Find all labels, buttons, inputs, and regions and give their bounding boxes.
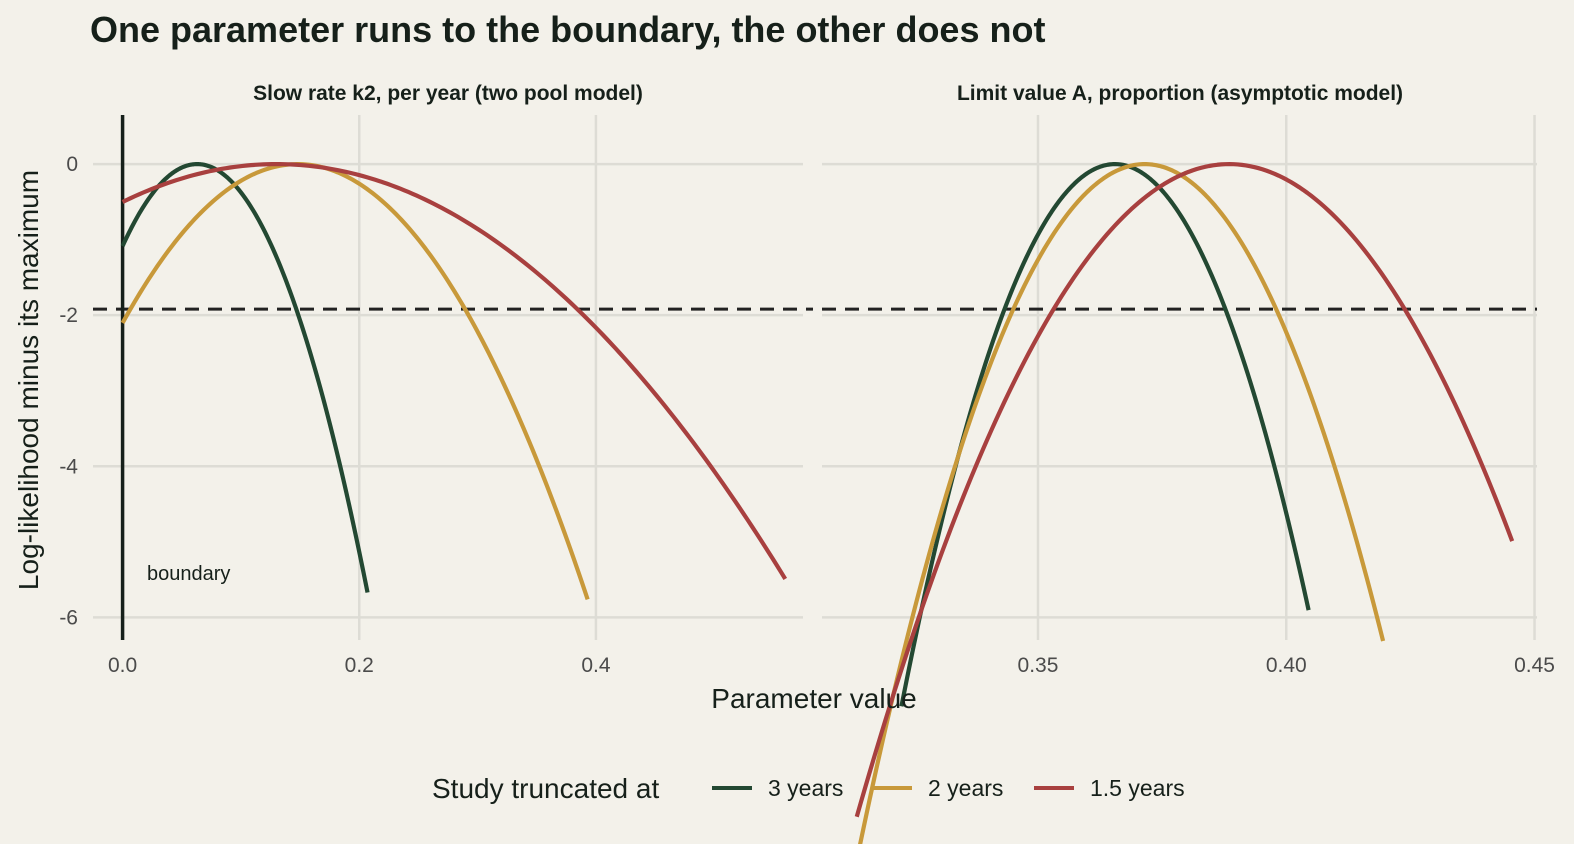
legend-title: Study truncated at — [432, 773, 659, 804]
panel-title-limit-value: Limit value A, proportion (asymptotic mo… — [957, 82, 1403, 105]
y-axis-title: Log-likelihood minus its maximum — [13, 170, 44, 590]
series-line-2-years — [120, 162, 590, 601]
legend-label-2-years: 2 years — [928, 775, 1003, 801]
x-tick-label: 0.0 — [108, 654, 137, 677]
series-line-1-5-years — [121, 162, 788, 581]
x-tick-label: 0.45 — [1514, 654, 1555, 677]
x-axis-title: Parameter value — [711, 683, 916, 714]
y-tick-label: 0 — [66, 153, 78, 176]
y-tick-label: -2 — [59, 304, 78, 327]
boundary-label: boundary — [147, 563, 230, 585]
legend-label-3-years: 3 years — [768, 775, 843, 801]
y-tick-label: -6 — [59, 606, 78, 629]
series-line-3-years — [120, 162, 370, 593]
panel-limit-value: Limit value A, proportion (asymptotic mo… — [822, 82, 1555, 844]
panel-slow-rate: Slow rate k2, per year (two pool model) … — [59, 82, 813, 677]
series-line-2-years — [858, 162, 1386, 844]
series-line-3-years — [899, 162, 1311, 707]
panel-title-slow-rate: Slow rate k2, per year (two pool model) — [253, 82, 643, 105]
y-tick-label: -4 — [59, 455, 78, 478]
x-tick-label: 0.40 — [1266, 654, 1307, 677]
x-tick-label: 0.2 — [345, 654, 374, 677]
x-tick-label: 0.4 — [581, 654, 611, 677]
legend: Study truncated at 3 years 2 years 1.5 y… — [432, 773, 1185, 804]
chart-title: One parameter runs to the boundary, the … — [90, 9, 1045, 50]
x-tick-label: 0.35 — [1018, 654, 1059, 677]
series-line-1-5-years — [854, 162, 1515, 818]
legend-label-1-5-years: 1.5 years — [1090, 775, 1185, 801]
